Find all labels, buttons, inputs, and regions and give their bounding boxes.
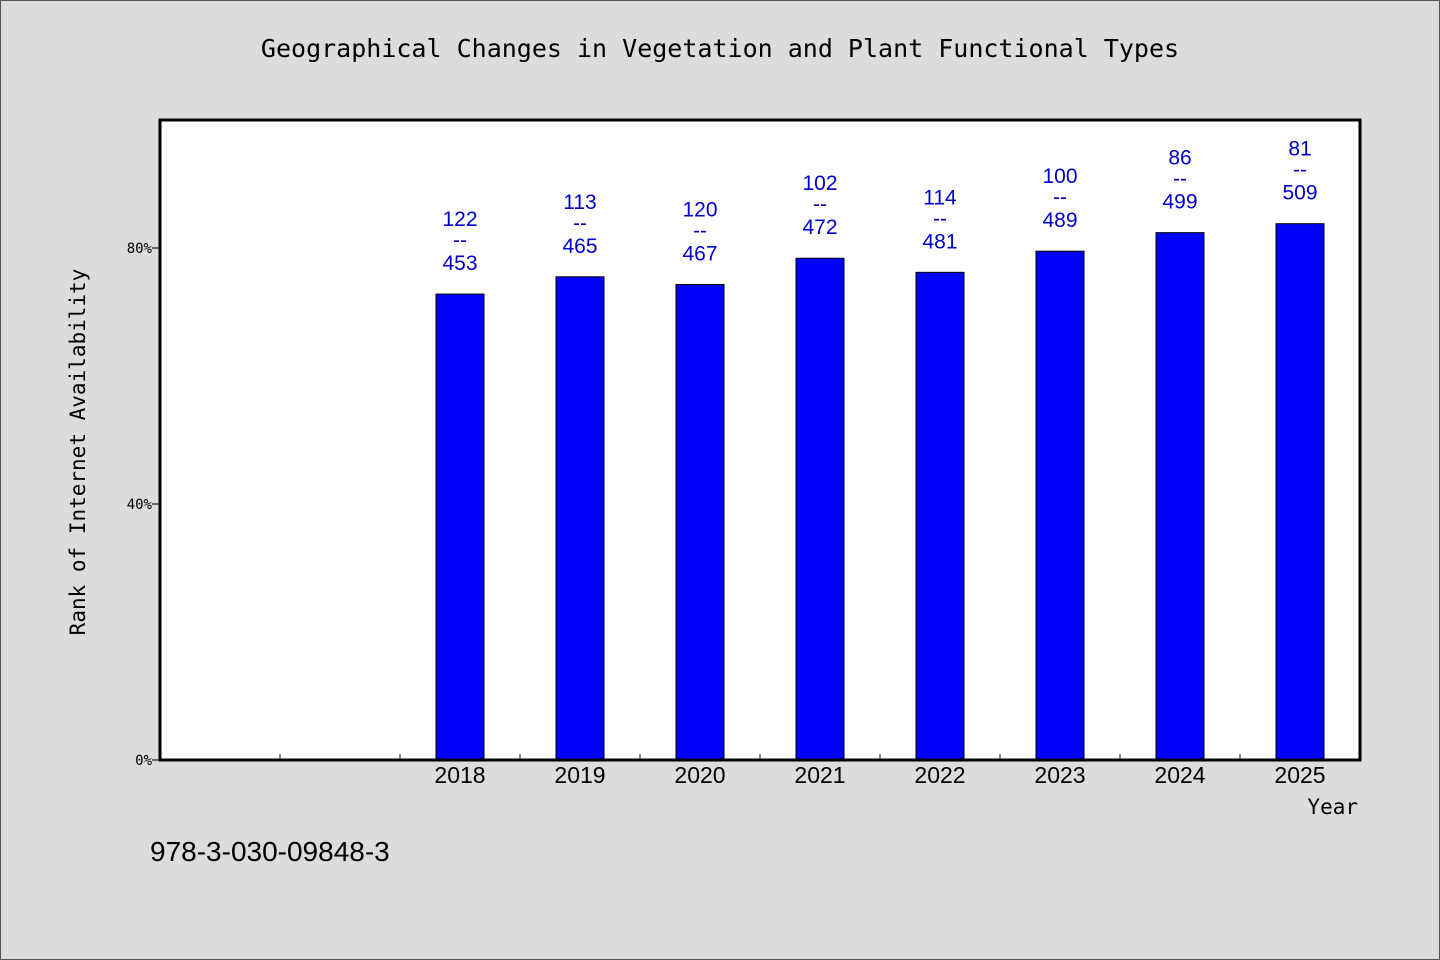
bar-label-sep-2022: -- [933,207,947,230]
x-tick-label-2020: 2020 [674,762,725,788]
bar-label-bottom-2021: 472 [802,216,837,239]
bar-label-top-2025: 81 [1288,138,1311,161]
bar-label-sep-2018: -- [453,229,467,252]
x-tick-label-2018: 2018 [434,762,485,788]
bar-label-bottom-2020: 467 [682,242,717,265]
x-tick-label-2021: 2021 [794,762,845,788]
bar-label-bottom-2022: 481 [922,230,957,253]
isbn-text: 978-3-030-09848-3 [150,836,390,867]
chart-title: Geographical Changes in Vegetation and P… [260,34,1180,63]
bar-label-top-2019: 113 [563,191,596,214]
bar-2021 [795,257,845,761]
bar-label-top-2020: 120 [682,198,717,221]
bar-label-top-2024: 86 [1168,147,1191,170]
x-tick-label-2022: 2022 [914,762,965,788]
bar-2019 [555,276,605,761]
x-tick-label-2019: 2019 [554,762,605,788]
bar-2025 [1275,223,1325,761]
bar-label-top-2023: 100 [1042,165,1077,188]
bar-2023 [1035,250,1085,761]
x-tick-label-2024: 2024 [1154,762,1205,788]
bar-label-bottom-2024: 499 [1162,191,1197,214]
bar-label-sep-2023: -- [1053,186,1067,209]
x-tick-label-2023: 2023 [1034,762,1085,788]
plot-border [158,118,1362,762]
bar-label-bottom-2025: 509 [1282,182,1317,205]
y-tick-label-0: 0% [135,753,152,769]
bar-label-top-2022: 114 [923,186,957,209]
bar-label-bottom-2018: 453 [442,252,477,275]
bar-label-sep-2019: -- [573,212,587,235]
y-tick-label-80: 80% [127,241,153,257]
bar-2018 [435,293,485,761]
bar-2022 [915,271,965,761]
bar-2020 [675,283,725,761]
bar-label-bottom-2023: 489 [1042,209,1077,232]
bar-label-sep-2025: -- [1293,159,1307,182]
x-tick-label-2025: 2025 [1274,762,1325,788]
bar-label-sep-2020: -- [693,219,707,242]
y-tick-label-40: 40% [127,497,153,513]
bar-label-bottom-2019: 465 [562,235,597,258]
bar-label-sep-2024: -- [1173,168,1187,191]
x-axis-label: Year [1307,795,1358,819]
bar-label-top-2018: 122 [442,208,477,231]
bar-label-sep-2021: -- [813,193,827,216]
bar-2024 [1155,232,1205,761]
bar-label-top-2021: 102 [802,172,837,195]
